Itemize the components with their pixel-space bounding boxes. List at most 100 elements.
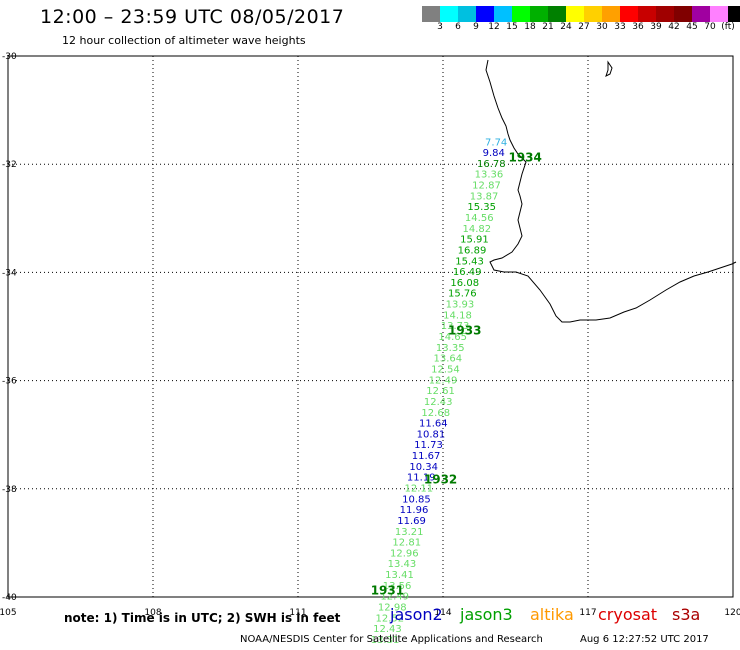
- color-scale-label: 36: [632, 22, 644, 32]
- coastline-island: [605, 60, 613, 77]
- axis-labels: 105 108 111 114 117 120 -30 -32 -34 -36 -38 -40: [0, 52, 740, 618]
- wave-height-label: 12.61: [426, 386, 455, 397]
- lat-tick-label: -40: [2, 593, 17, 603]
- footer-note: note: 1) Time is in UTC; 2) SWH is in fe…: [64, 611, 341, 625]
- satellite-legend-item: s3a: [672, 605, 701, 624]
- australia-coastline: [485, 59, 737, 323]
- generation-timestamp: Aug 6 12:27:52 UTC 2017: [580, 634, 709, 645]
- color-scale-label: 42: [668, 22, 680, 32]
- pass-time-label: 1934: [508, 150, 541, 164]
- wave-height-label: 13.31: [371, 635, 400, 646]
- wave-height-label: 10.81: [417, 429, 446, 440]
- color-scale-label: 27: [578, 22, 590, 32]
- page-subtitle: 12 hour collection of altimeter wave hei…: [62, 34, 306, 47]
- wave-height-label: 12.54: [431, 364, 460, 375]
- color-scale-label: 39: [650, 22, 662, 32]
- satellite-legend-item: jason2: [390, 605, 443, 624]
- wave-height-label: 12.98: [378, 603, 407, 614]
- color-scale-labels: 3 6 9 12 15 18 21 24 27 30 33 36 39 42 45 70 (ft): [422, 22, 740, 36]
- credit-text: NOAA/NESDIS Center for Satellite Applica…: [240, 634, 543, 645]
- color-swatch: [674, 6, 692, 22]
- color-swatch: [440, 6, 458, 22]
- wave-height-label: 13.43: [388, 559, 417, 570]
- lat-tick-label: -30: [2, 52, 17, 62]
- wave-height-label: 9.84: [483, 148, 505, 159]
- wave-height-label: 16.78: [477, 159, 506, 170]
- satellite-legend-item: altika: [530, 605, 574, 624]
- wave-height-label: 13.93: [446, 300, 475, 311]
- color-swatch: [422, 6, 440, 22]
- lon-tick-label: 111: [289, 608, 306, 618]
- color-swatch: [476, 6, 494, 22]
- altimeter-track: 7.749.8416.7813.3612.8713.8715.3514.5614…: [371, 137, 508, 646]
- wave-height-label: 16.08: [450, 278, 479, 289]
- wave-height-label: 10.85: [402, 494, 431, 505]
- wave-height-label: 11.73: [414, 440, 443, 451]
- wave-height-label: 16.49: [453, 267, 482, 278]
- wave-height-label: 11.64: [419, 419, 448, 430]
- wave-height-label: 13.73: [441, 321, 470, 332]
- wave-height-label: 12.52: [376, 613, 405, 624]
- lat-tick-label: -32: [2, 160, 17, 170]
- wave-height-label: 10.34: [409, 462, 438, 473]
- wave-height-label: 15.76: [448, 289, 477, 300]
- color-scale-bar: [422, 6, 740, 22]
- satellite-legend-item: jason3: [460, 605, 513, 624]
- map-frame: [7, 55, 734, 598]
- wave-height-label: 14.82: [463, 224, 492, 235]
- lon-tick-label: 105: [0, 608, 17, 618]
- lat-lon-grid: [7, 55, 734, 598]
- color-scale-label: 33: [614, 22, 626, 32]
- wave-height-label: 12.49: [380, 592, 409, 603]
- color-scale-label: 70: [704, 22, 716, 32]
- lat-tick-label: -34: [2, 268, 17, 278]
- color-scale-label: 24: [560, 22, 572, 32]
- page-title: 12:00 – 23:59 UTC 08/05/2017: [40, 6, 345, 28]
- lon-tick-label: 120: [724, 608, 740, 618]
- lat-tick-label: -36: [2, 377, 17, 387]
- wave-height-label: 12.68: [421, 408, 450, 419]
- color-scale-label: 21: [542, 22, 554, 32]
- wave-height-label: 12.43: [424, 397, 453, 408]
- color-scale-label: 15: [506, 22, 518, 32]
- wave-height-label: 11.96: [400, 505, 429, 516]
- wave-height-label: 14.56: [465, 213, 494, 224]
- pass-time-label: 1932: [424, 472, 457, 486]
- wave-height-label: 7.74: [485, 137, 507, 148]
- coastline-path: [485, 59, 737, 323]
- color-scale-label: (ft): [721, 22, 735, 32]
- wave-height-label: 13.21: [395, 527, 424, 538]
- color-swatch: [512, 6, 530, 22]
- color-swatch: [584, 6, 602, 22]
- color-scale-label: 3: [437, 22, 443, 32]
- wave-height-label: 11.69: [397, 516, 426, 527]
- pass-time-label: 1933: [448, 324, 481, 338]
- color-scale-label: 12: [488, 22, 500, 32]
- wave-height-label: 12.43: [373, 624, 402, 635]
- color-swatch: [566, 6, 584, 22]
- wave-height-label: 14.65: [438, 332, 467, 343]
- wave-height-label: 13.56: [383, 581, 412, 592]
- color-swatch: [530, 6, 548, 22]
- wave-height-label: 15.35: [467, 202, 496, 213]
- color-swatch: [710, 6, 728, 22]
- wave-height-label: 12.81: [392, 538, 421, 549]
- color-swatch: [458, 6, 476, 22]
- lon-tick-label: 114: [434, 608, 451, 618]
- wave-height-label: 11.19: [407, 473, 436, 484]
- wave-height-label: 13.41: [385, 570, 414, 581]
- wave-height-label: 16.89: [458, 245, 487, 256]
- color-scale-label: 9: [473, 22, 479, 32]
- lat-tick-label: -38: [2, 485, 17, 495]
- color-scale-label: 18: [524, 22, 536, 32]
- color-swatch: [656, 6, 674, 22]
- color-swatch: [692, 6, 710, 22]
- color-swatch: [638, 6, 656, 22]
- wave-height-label: 13.64: [434, 354, 463, 365]
- color-swatch: [548, 6, 566, 22]
- color-swatch: [494, 6, 512, 22]
- color-scale-label: 45: [686, 22, 698, 32]
- wave-height-label: 13.35: [436, 343, 465, 354]
- pass-time-label: 1931: [371, 583, 404, 597]
